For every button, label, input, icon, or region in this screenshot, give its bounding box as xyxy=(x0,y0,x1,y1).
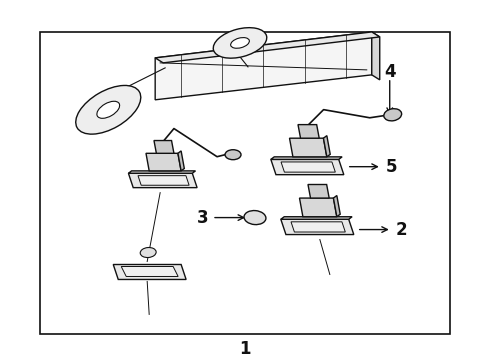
Text: 2: 2 xyxy=(396,221,407,239)
Polygon shape xyxy=(372,32,380,80)
Polygon shape xyxy=(154,140,174,153)
Polygon shape xyxy=(271,159,344,175)
Text: 1: 1 xyxy=(239,339,251,357)
Polygon shape xyxy=(281,217,352,219)
Polygon shape xyxy=(155,32,380,63)
Bar xyxy=(40,32,450,334)
Polygon shape xyxy=(121,266,178,276)
Polygon shape xyxy=(323,136,330,157)
Polygon shape xyxy=(138,176,189,185)
Polygon shape xyxy=(113,265,186,279)
Polygon shape xyxy=(281,219,354,235)
Polygon shape xyxy=(298,125,319,138)
Polygon shape xyxy=(299,198,337,217)
Text: 3: 3 xyxy=(196,208,208,226)
Ellipse shape xyxy=(225,150,241,160)
Polygon shape xyxy=(308,184,329,198)
Ellipse shape xyxy=(213,28,267,58)
Ellipse shape xyxy=(76,85,141,134)
Polygon shape xyxy=(155,32,372,100)
Polygon shape xyxy=(290,138,327,157)
Ellipse shape xyxy=(140,247,156,257)
Ellipse shape xyxy=(384,109,402,121)
Text: 4: 4 xyxy=(384,63,395,81)
Ellipse shape xyxy=(244,211,266,225)
Polygon shape xyxy=(128,173,197,188)
Polygon shape xyxy=(281,162,335,172)
Polygon shape xyxy=(178,151,184,171)
Ellipse shape xyxy=(231,37,249,48)
Polygon shape xyxy=(128,171,196,173)
Text: 5: 5 xyxy=(386,158,397,176)
Ellipse shape xyxy=(97,101,120,118)
Polygon shape xyxy=(291,222,345,232)
Polygon shape xyxy=(271,157,342,159)
Polygon shape xyxy=(146,153,181,171)
Polygon shape xyxy=(333,195,340,217)
